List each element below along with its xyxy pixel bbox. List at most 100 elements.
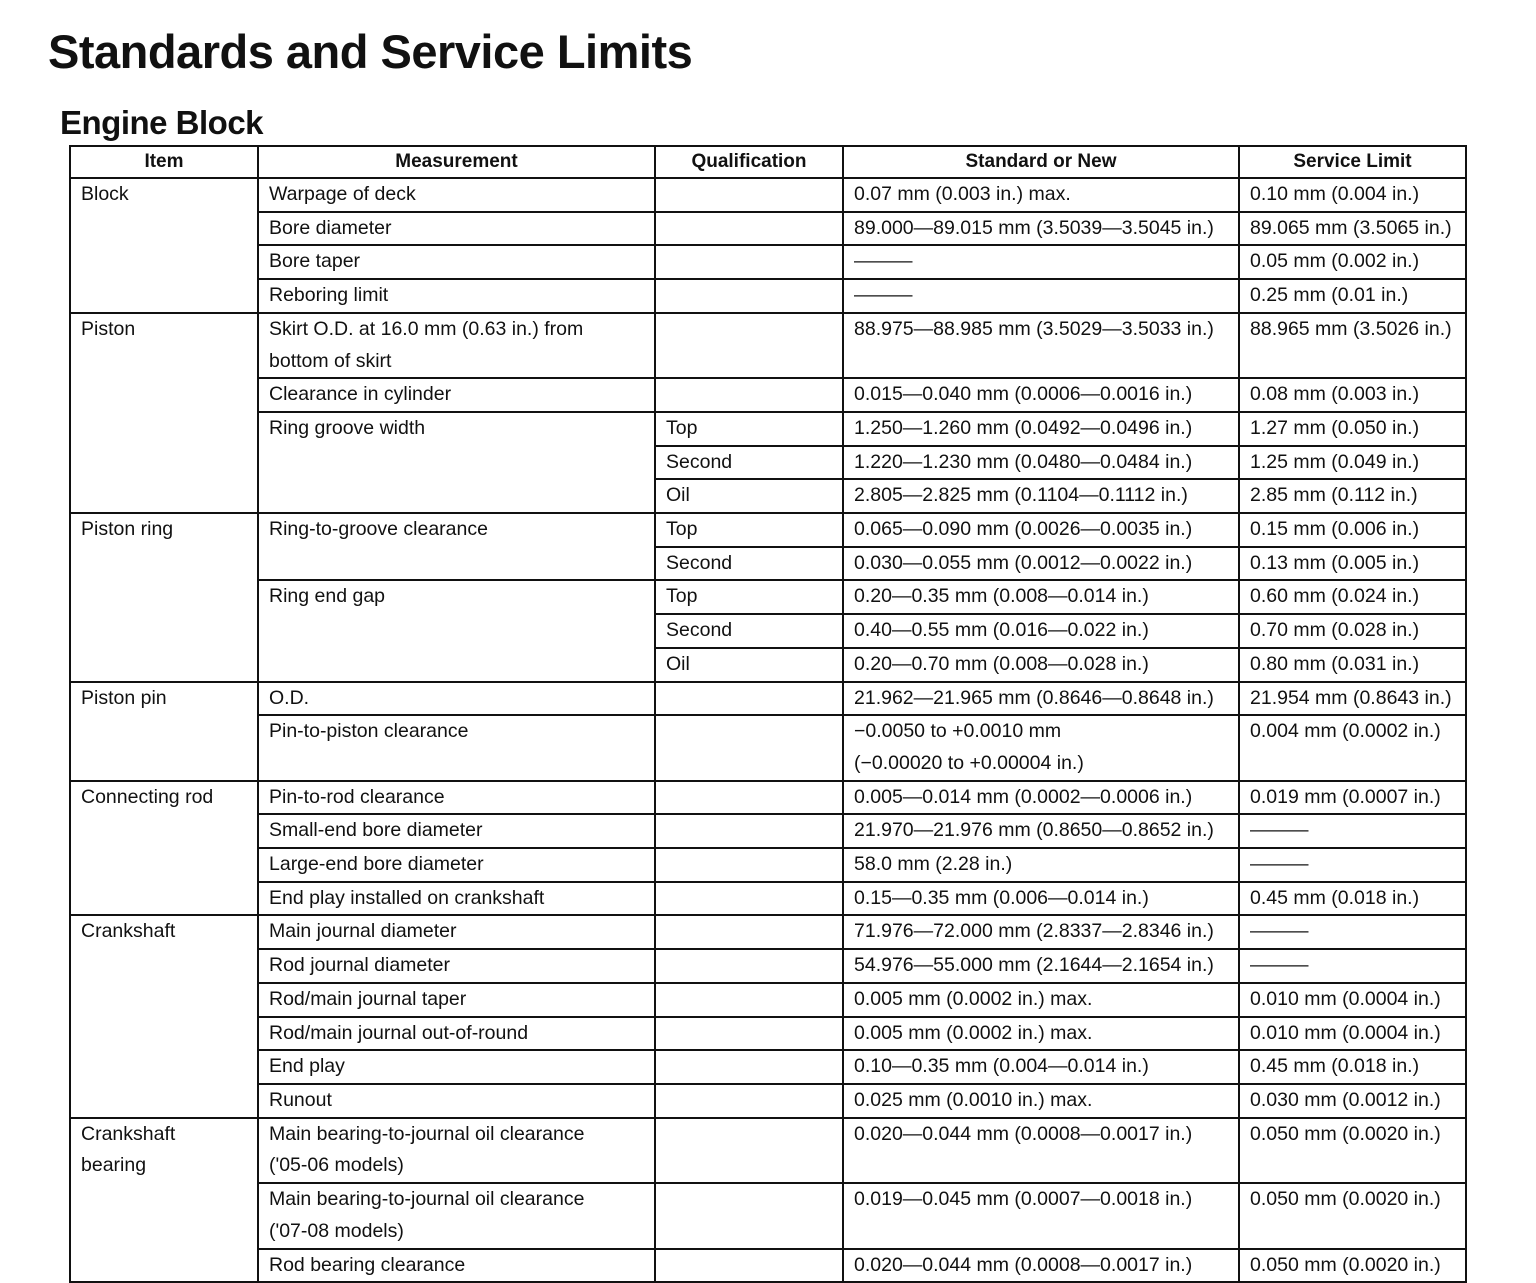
- item-cell: Piston ring: [69, 512, 259, 683]
- measurement-cell: Rod/main journal out-of-round: [257, 1015, 656, 1052]
- column-header-qualification: Qualification: [654, 145, 844, 179]
- table-row: Crankshaft Main journal diameter 71.976—72…: [69, 914, 1467, 1119]
- item-cell: Crankshaft: [69, 914, 259, 1119]
- table-row: Second 0.030—0.055 mm (0.0012—0.0022 in.)…: [70, 545, 1467, 582]
- qualification-cell: [654, 948, 844, 984]
- measurement-cell: Pin-to-rod clearance: [257, 779, 656, 816]
- standard-cell: −0.0050 to +0.0010 mm (−0.00020 to +0.00…: [842, 714, 1240, 782]
- measurement-cell: Runout: [257, 1082, 656, 1119]
- measurement-cell: Bore diameter: [257, 210, 656, 247]
- measurement-cell: Bore taper: [257, 244, 656, 281]
- table-row: Second 1.220—1.230 mm (0.0480—0.0484 in.)…: [70, 444, 1467, 481]
- qualification-cell: Top: [654, 579, 844, 616]
- standard-cell: 88.975—88.985 mm (3.5029—3.5033 in.): [842, 311, 1240, 380]
- qualification-cell: Top: [654, 512, 844, 548]
- table-row: Connecting rod Pin-to-rod clearance 0.005—…: [69, 779, 1467, 917]
- measurement-cell: O.D.: [257, 680, 656, 717]
- table-row: Second 0.40—0.55 mm (0.016—0.022 in.) 0.70…: [70, 613, 1467, 649]
- standard-cell: 0.015—0.040 mm (0.0006—0.0016 in.): [842, 377, 1240, 413]
- table-row: Piston pin O.D. 21.962—21.965 mm (0.8646—0…: [69, 680, 1467, 782]
- section-title: Engine Block: [60, 104, 264, 141]
- standard-cell: 0.019—0.045 mm (0.0007—0.0018 in.): [842, 1182, 1240, 1250]
- qualification-cell: Second: [654, 545, 844, 582]
- qualification-cell: Oil: [654, 478, 844, 515]
- measurement-cell: Ring groove width: [257, 410, 656, 515]
- item-cell: Crankshaft bearing: [69, 1116, 259, 1283]
- service-limit-cell: 0.030 mm (0.0012 in.): [1238, 1082, 1467, 1119]
- table-row: Small-end bore diameter 21.970—21.976 mm …: [70, 813, 1467, 850]
- measurement-cell: Rod journal diameter: [257, 948, 656, 984]
- qualification-cell: [654, 680, 844, 717]
- qualification-cell: [654, 210, 844, 247]
- table-row: Oil 0.20—0.70 mm (0.008—0.028 in.) 0.80 mm…: [70, 646, 1467, 683]
- qualification-cell: [654, 813, 844, 850]
- service-limit-cell: 0.70 mm (0.028 in.): [1238, 613, 1467, 649]
- qualification-cell: Second: [654, 613, 844, 649]
- standard-cell: 1.220—1.230 mm (0.0480—0.0484 in.): [842, 444, 1240, 481]
- qualification-cell: [654, 177, 844, 213]
- item-cell: Piston pin: [69, 680, 259, 782]
- standard-cell: ———: [842, 244, 1240, 281]
- service-limit-cell: 0.60 mm (0.024 in.): [1238, 579, 1467, 616]
- qualification-cell: [654, 377, 844, 413]
- qualification-cell: [654, 981, 844, 1018]
- service-limit-cell: 0.050 mm (0.0020 in.): [1238, 1247, 1467, 1283]
- qualification-cell: Oil: [654, 646, 844, 683]
- service-limit-cell: 0.050 mm (0.0020 in.): [1238, 1116, 1467, 1185]
- table-row: End play installed on crankshaft 0.15—0.3…: [70, 880, 1467, 917]
- qualification-cell: [654, 1116, 844, 1185]
- table-row: End play 0.10—0.35 mm (0.004—0.014 in.) 0.…: [70, 1049, 1467, 1085]
- standard-cell: 0.025 mm (0.0010 in.) max.: [842, 1082, 1240, 1119]
- table-row: Oil 2.805—2.825 mm (0.1104—0.1112 in.) 2.8…: [70, 478, 1467, 515]
- service-limit-cell: 0.15 mm (0.006 in.): [1238, 512, 1467, 548]
- service-limit-cell: 21.954 mm (0.8643 in.): [1238, 680, 1467, 717]
- standard-cell: 0.40—0.55 mm (0.016—0.022 in.): [842, 613, 1240, 649]
- specs-table: Item Measurement Qualification Standard …: [69, 145, 1467, 1283]
- measurement-cell: Rod/main journal taper: [257, 981, 656, 1018]
- qualification-cell: [654, 1015, 844, 1052]
- table-row: Crankshaft bearing Main bearing-to-journa…: [69, 1116, 1467, 1283]
- service-limit-cell: 0.25 mm (0.01 in.): [1238, 278, 1467, 314]
- standard-cell: 21.970—21.976 mm (0.8650—0.8652 in.): [842, 813, 1240, 850]
- service-limit-cell: 0.45 mm (0.018 in.): [1238, 880, 1467, 917]
- qualification-cell: Top: [654, 410, 844, 447]
- measurement-cell: Reboring limit: [257, 278, 656, 314]
- table-row: Clearance in cylinder 0.015—0.040 mm (0.0…: [70, 377, 1467, 413]
- service-limit-cell: 0.80 mm (0.031 in.): [1238, 646, 1467, 683]
- standard-cell: 0.07 mm (0.003 in.) max.: [842, 177, 1240, 213]
- service-limit-cell: 0.08 mm (0.003 in.): [1238, 377, 1467, 413]
- table-row: Piston Skirt O.D. at 16.0 mm (0.63 in.) f…: [69, 311, 1467, 515]
- table-row: Ring end gap Top 0.20—0.35 mm (0.008—0.014…: [70, 579, 1467, 683]
- service-limit-cell: ———: [1238, 847, 1467, 883]
- table-row: Runout 0.025 mm (0.0010 in.) max. 0.030 mm…: [70, 1082, 1467, 1119]
- table-row: Rod/main journal out-of-round 0.005 mm (0…: [70, 1015, 1467, 1052]
- table-row: Rod bearing clearance 0.020—0.044 mm (0.0…: [70, 1247, 1467, 1283]
- service-limit-cell: 0.13 mm (0.005 in.): [1238, 545, 1467, 582]
- measurement-cell: Pin-to-piston clearance: [257, 714, 656, 782]
- service-limit-cell: 0.019 mm (0.0007 in.): [1238, 779, 1467, 816]
- measurement-cell: End play installed on crankshaft: [257, 880, 656, 917]
- standard-cell: 0.005 mm (0.0002 in.) max.: [842, 1015, 1240, 1052]
- table-row: Reboring limit ——— 0.25 mm (0.01 in.): [70, 278, 1467, 314]
- qualification-cell: [654, 244, 844, 281]
- qualification-cell: [654, 779, 844, 816]
- standard-cell: 0.020—0.044 mm (0.0008—0.0017 in.): [842, 1116, 1240, 1185]
- item-cell: Piston: [69, 311, 259, 515]
- standard-cell: 89.000—89.015 mm (3.5039—3.5045 in.): [842, 210, 1240, 247]
- measurement-cell: Main journal diameter: [257, 914, 656, 951]
- column-header-item: Item: [69, 145, 259, 179]
- qualification-cell: [654, 914, 844, 951]
- service-limit-cell: 0.45 mm (0.018 in.): [1238, 1049, 1467, 1085]
- qualification-cell: [654, 1082, 844, 1119]
- measurement-cell: Large-end bore diameter: [257, 847, 656, 883]
- service-limit-cell: ———: [1238, 813, 1467, 850]
- standard-cell: 0.005 mm (0.0002 in.) max.: [842, 981, 1240, 1018]
- table-row: Main bearing-to-journal oil clearance ('…: [70, 1182, 1467, 1250]
- column-header-limit: Service Limit: [1238, 145, 1467, 179]
- standard-cell: 0.20—0.35 mm (0.008—0.014 in.): [842, 579, 1240, 616]
- table-row: Rod/main journal taper 0.005 mm (0.0002 i…: [70, 981, 1467, 1018]
- table-row: Bore taper ——— 0.05 mm (0.002 in.): [70, 244, 1467, 281]
- qualification-cell: [654, 1247, 844, 1283]
- standard-cell: 0.030—0.055 mm (0.0012—0.0022 in.): [842, 545, 1240, 582]
- column-header-measurement: Measurement: [257, 145, 656, 179]
